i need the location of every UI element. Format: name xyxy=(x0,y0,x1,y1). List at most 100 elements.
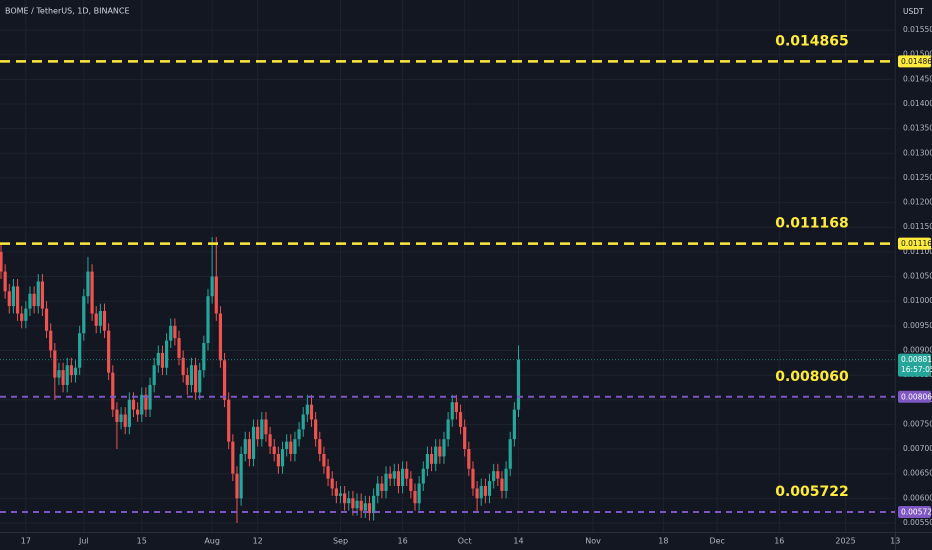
candle-body xyxy=(458,412,463,427)
candle-body xyxy=(115,409,119,422)
candle-body xyxy=(57,370,61,378)
candle-body xyxy=(326,466,330,479)
candle-body xyxy=(123,414,127,427)
axis-tag xyxy=(898,506,931,519)
candle-body xyxy=(32,293,36,307)
candle-body xyxy=(471,468,475,489)
candle-body xyxy=(442,439,446,457)
candle-body xyxy=(425,453,430,469)
price-tag-label: 0.008814 xyxy=(901,355,932,364)
candle-body xyxy=(280,449,285,467)
candle-body xyxy=(264,419,268,435)
candle-body xyxy=(189,365,194,385)
grid xyxy=(0,0,896,532)
candle-body xyxy=(314,419,318,440)
candle-body xyxy=(7,291,11,307)
y-tick-label: 0.015500 xyxy=(903,25,932,34)
candle-body xyxy=(516,359,521,410)
y-unit: USDT xyxy=(903,7,924,16)
candle-body xyxy=(160,352,165,368)
x-tick-label: 16 xyxy=(774,537,784,546)
candle-body xyxy=(169,325,173,341)
candle-body xyxy=(463,426,467,450)
candle-body xyxy=(243,439,247,454)
candle-body xyxy=(53,350,57,378)
x-tick-label: 17 xyxy=(21,537,31,546)
candle-body xyxy=(496,471,500,479)
candle-body xyxy=(119,414,123,422)
candle-body xyxy=(487,481,492,496)
candle-body xyxy=(86,271,90,297)
candle-body xyxy=(500,478,504,491)
x-tick-label: 2025 xyxy=(835,537,855,546)
candle-body xyxy=(152,365,156,385)
candle-body xyxy=(355,500,359,509)
x-tick-label: 14 xyxy=(513,537,523,546)
candle-body xyxy=(218,313,223,361)
x-tick-label: 13 xyxy=(890,537,900,546)
candle-body xyxy=(148,384,152,410)
candle-body xyxy=(177,338,181,358)
candle-body xyxy=(322,453,326,467)
candle-body xyxy=(111,372,115,410)
candle-body xyxy=(285,441,289,450)
chart-title: BOME / TetherUS, 1D, BINANCE xyxy=(5,7,130,16)
candle-body xyxy=(206,296,210,344)
x-tick-label: Jul xyxy=(78,537,89,546)
candle-body xyxy=(483,486,487,496)
candle-body xyxy=(475,488,479,499)
candle-body xyxy=(156,352,160,366)
candle-body xyxy=(504,468,508,491)
candle-body xyxy=(367,503,372,514)
candle-body xyxy=(36,281,40,307)
candle-body xyxy=(78,333,82,368)
candle-body xyxy=(301,414,305,430)
candle-body xyxy=(376,483,380,496)
candle-body xyxy=(235,473,239,499)
x-tick-label: Dec xyxy=(709,537,724,546)
candle-body xyxy=(251,426,256,459)
candle-body xyxy=(107,330,111,373)
candle-body xyxy=(413,490,417,504)
candle-body xyxy=(165,340,169,368)
candle-body xyxy=(334,488,338,496)
level-label: 0.014865 xyxy=(775,33,849,49)
candle-body xyxy=(429,453,434,464)
candle-body xyxy=(61,370,65,385)
x-tick-label: Nov xyxy=(585,537,601,546)
candle-body xyxy=(454,402,458,413)
candle-body xyxy=(222,360,227,400)
candle-body xyxy=(227,399,231,442)
candle-body xyxy=(102,311,107,331)
candle-body xyxy=(293,439,297,454)
candle-body xyxy=(400,468,405,487)
candle-body xyxy=(11,286,16,307)
candle-body xyxy=(202,343,206,371)
candle-body xyxy=(318,439,322,454)
candle-body xyxy=(40,281,44,309)
candle-body xyxy=(297,429,301,440)
axis-tag xyxy=(898,237,931,250)
candle-body xyxy=(330,478,334,489)
candle-body xyxy=(276,453,280,467)
candle-body xyxy=(479,486,483,499)
candle-body xyxy=(359,500,363,511)
candle-body xyxy=(272,446,276,454)
candle-body xyxy=(450,402,454,420)
candle-body xyxy=(372,495,376,514)
candle-body xyxy=(380,483,384,491)
candle-body xyxy=(181,357,185,376)
candle-body xyxy=(90,271,94,314)
countdown: 16:57:05 xyxy=(901,365,932,374)
candle-body xyxy=(231,441,235,474)
axis-tag-label: 0.011168 xyxy=(901,239,932,248)
x-tick-label: Oct xyxy=(458,537,472,546)
